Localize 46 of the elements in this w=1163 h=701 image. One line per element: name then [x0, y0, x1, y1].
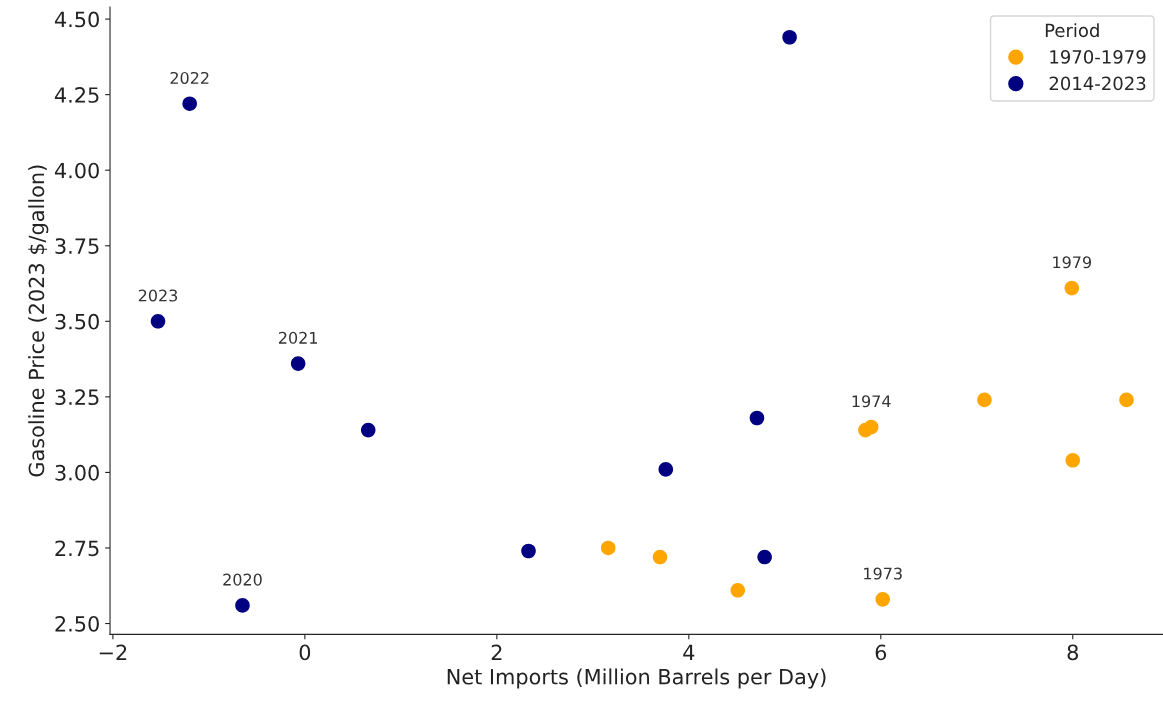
point: [1065, 453, 1081, 468]
point: [521, 543, 536, 559]
annotation: 1974: [852, 395, 891, 408]
y-tick-label: 4.00: [54, 162, 99, 179]
annotation: 2021: [279, 331, 317, 344]
x-axis-title: Net Imports (Million Barrels per Day): [447, 668, 826, 689]
annotation: 2020: [223, 573, 262, 586]
y-tick-label: 3.25: [55, 389, 99, 406]
point: [1119, 392, 1134, 408]
y-axis-title: Gasoline Price (2023 $/gallon): [28, 165, 49, 477]
x-tick-label: 0: [299, 644, 311, 661]
x-tick-label: 2: [491, 644, 502, 660]
annotation: 2022: [170, 71, 209, 84]
y-tick-label: 3.50: [55, 313, 99, 330]
point: [360, 422, 376, 438]
point: [235, 598, 250, 613]
point: [652, 549, 668, 565]
y-tick-label: 4.50: [54, 11, 99, 28]
legend-title: Period: [1045, 23, 1099, 38]
annotation: 1973: [864, 567, 902, 580]
point: [290, 356, 306, 371]
y-tick-label: 3.75: [55, 238, 99, 254]
point: [658, 462, 674, 477]
y-tick-label: 2.75: [55, 540, 99, 557]
point: [182, 96, 197, 111]
annotation: 1979: [1053, 256, 1092, 269]
point: [600, 540, 616, 556]
x-tick-label: 8: [1067, 644, 1078, 661]
annotation: 2023: [138, 289, 178, 302]
point: [782, 29, 797, 45]
point: [875, 592, 890, 607]
point: [749, 410, 765, 426]
y-tick-label: 3.00: [55, 464, 99, 481]
y-tick-label: 4.25: [54, 87, 99, 103]
y-tick-label: 2.50: [55, 615, 99, 632]
legend-label: 1970-1979: [1050, 50, 1146, 64]
point: [863, 419, 879, 435]
point: [150, 314, 166, 329]
legend-label: 2014-2023: [1049, 76, 1146, 91]
x-tick-label: 6: [875, 644, 887, 661]
x-tick-label: −2: [99, 644, 127, 660]
point: [730, 583, 746, 598]
x-tick-label: 4: [683, 644, 695, 660]
point: [977, 392, 992, 408]
point: [757, 549, 772, 565]
point: [1064, 280, 1080, 296]
